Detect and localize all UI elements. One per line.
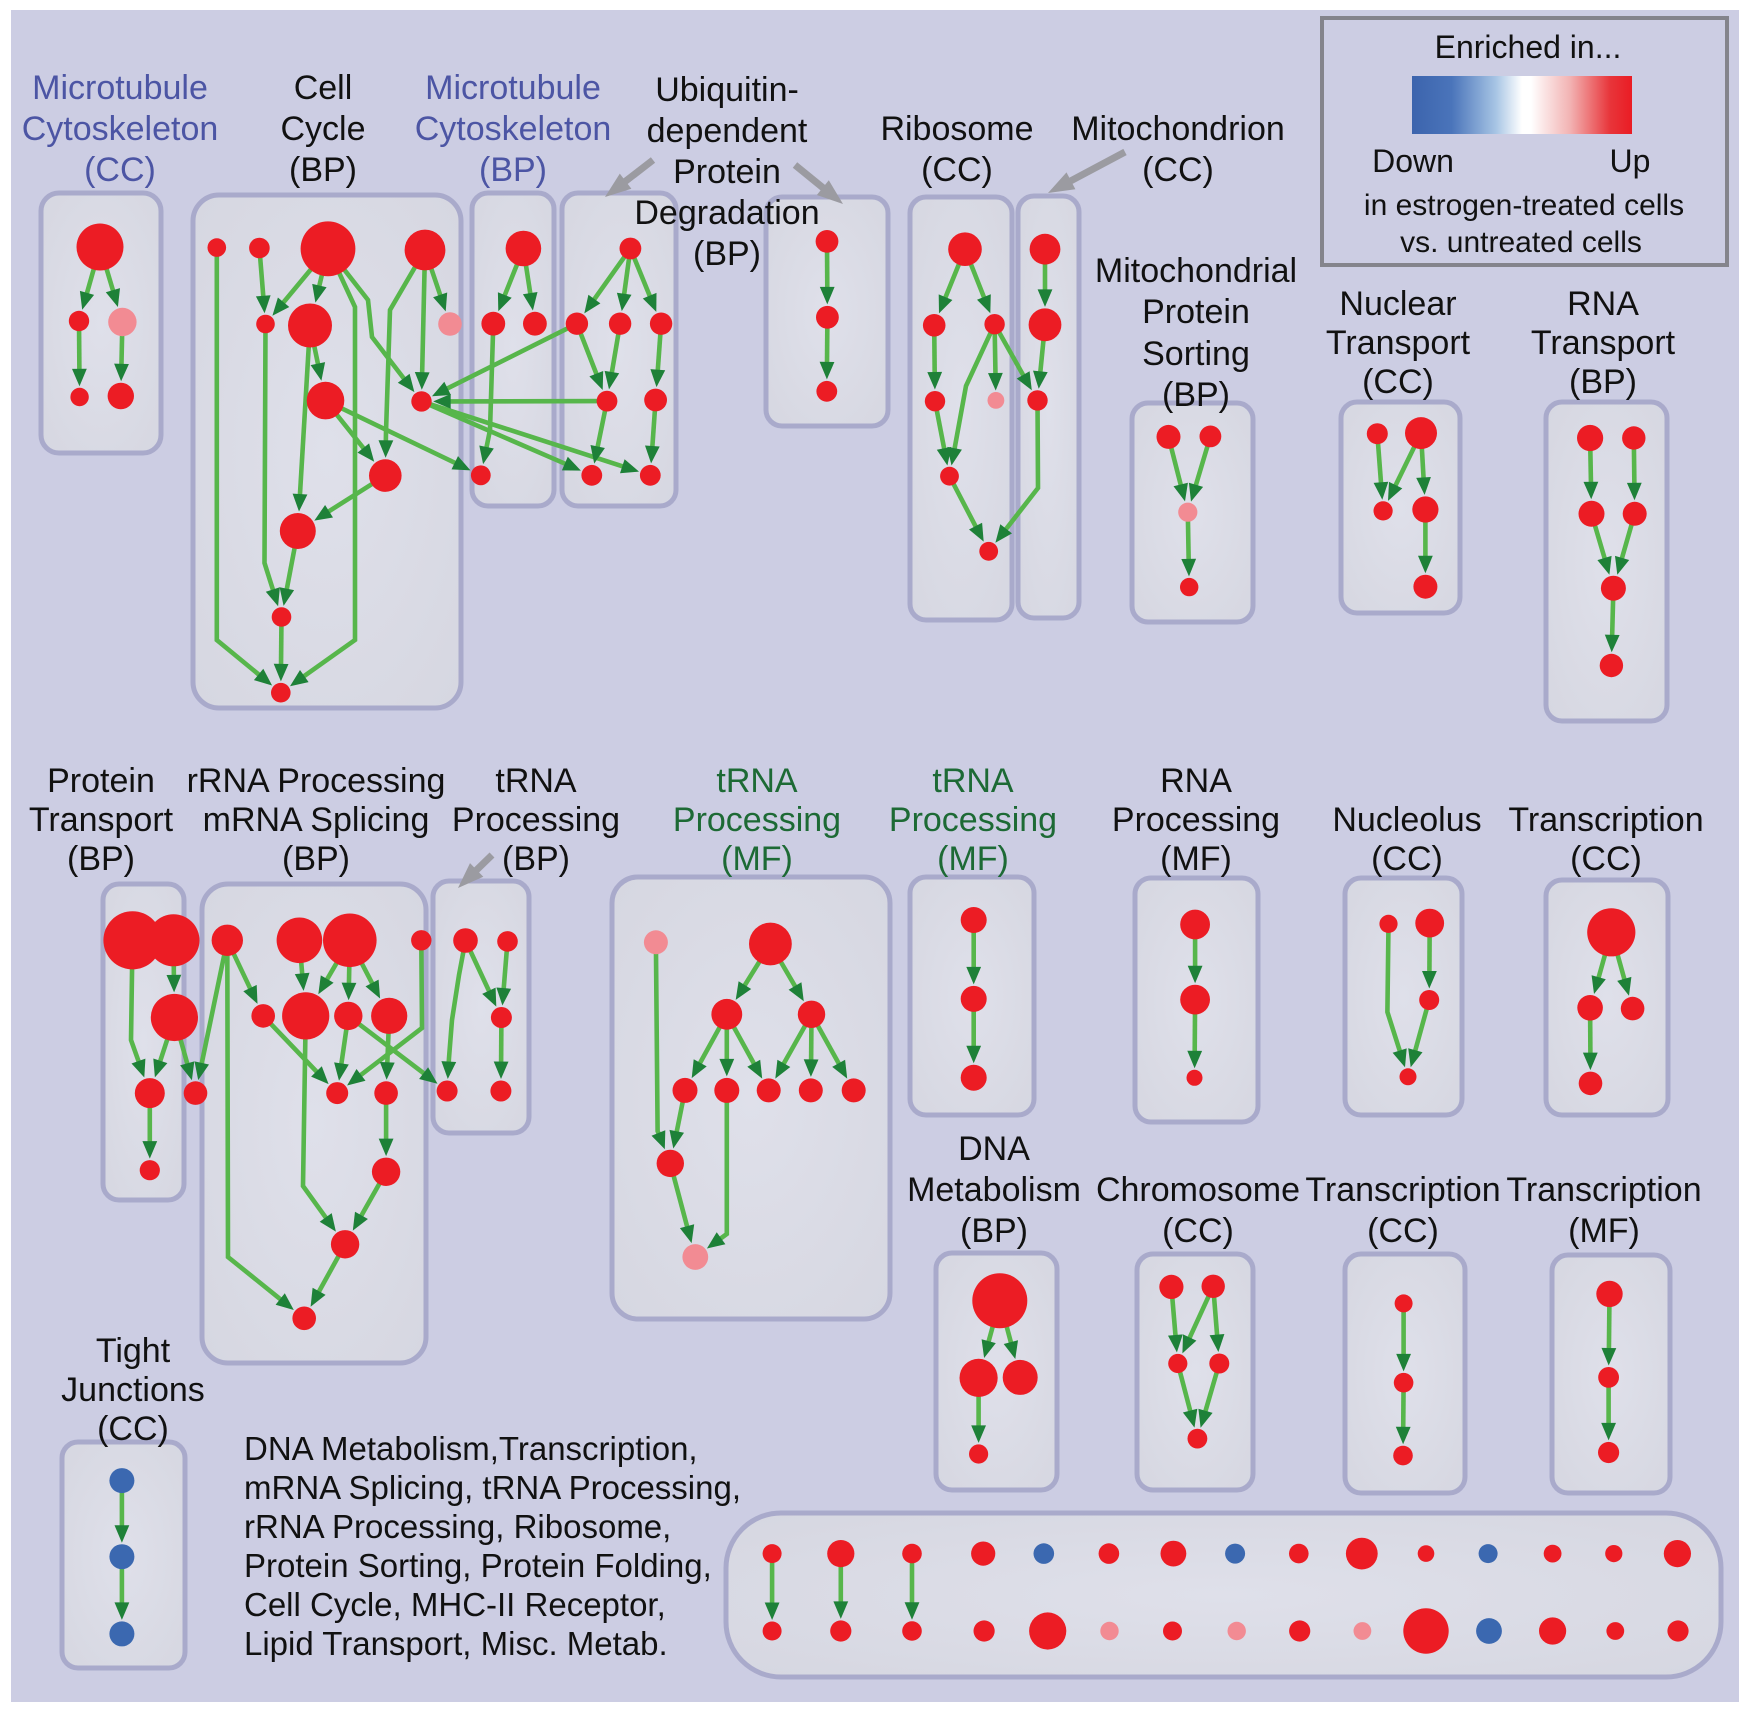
svg-text:(BP): (BP) (67, 840, 135, 878)
svg-text:Cytoskeleton: Cytoskeleton (22, 110, 219, 148)
svg-text:vs. untreated cells: vs. untreated cells (1400, 226, 1642, 259)
svg-text:(CC): (CC) (1142, 151, 1214, 189)
svg-text:Processing: Processing (1112, 801, 1280, 839)
svg-text:Lipid Transport, Misc. Metab.: Lipid Transport, Misc. Metab. (244, 1625, 668, 1662)
svg-text:mRNA Splicing: mRNA Splicing (203, 801, 430, 839)
svg-text:Tight: Tight (96, 1332, 171, 1370)
svg-text:tRNA: tRNA (716, 762, 798, 800)
svg-text:DNA: DNA (958, 1130, 1030, 1168)
svg-text:(MF): (MF) (1568, 1212, 1640, 1250)
svg-text:Cytoskeleton: Cytoskeleton (415, 110, 612, 148)
svg-text:Microtubule: Microtubule (32, 69, 208, 107)
svg-text:Cell Cycle, MHC-II Receptor,: Cell Cycle, MHC-II Receptor, (244, 1586, 666, 1623)
svg-text:Protein: Protein (1142, 293, 1250, 331)
svg-text:(CC): (CC) (97, 1410, 169, 1448)
svg-text:Mitochondrial: Mitochondrial (1095, 252, 1297, 290)
svg-text:(CC): (CC) (921, 151, 993, 189)
svg-text:(BP): (BP) (1569, 363, 1637, 401)
svg-text:Transport: Transport (29, 801, 174, 839)
svg-text:(CC): (CC) (1362, 363, 1434, 401)
svg-text:Cycle: Cycle (280, 110, 365, 148)
svg-text:(BP): (BP) (289, 151, 357, 189)
svg-text:(BP): (BP) (502, 840, 570, 878)
svg-text:Metabolism: Metabolism (907, 1171, 1081, 1209)
svg-text:Cell: Cell (294, 69, 353, 107)
svg-text:(MF): (MF) (937, 840, 1009, 878)
svg-text:(CC): (CC) (1371, 840, 1443, 878)
svg-text:tRNA: tRNA (932, 762, 1014, 800)
svg-text:Degradation: Degradation (634, 194, 819, 232)
svg-text:Mitochondrion: Mitochondrion (1071, 110, 1285, 148)
svg-text:rRNA Processing, Ribosome,: rRNA Processing, Ribosome, (244, 1508, 671, 1545)
svg-text:Nuclear: Nuclear (1339, 285, 1456, 323)
svg-text:Transport: Transport (1326, 324, 1471, 362)
svg-text:Sorting: Sorting (1142, 335, 1250, 373)
svg-text:Protein: Protein (47, 762, 155, 800)
svg-text:Transcription: Transcription (1506, 1171, 1701, 1209)
svg-text:Nucleolus: Nucleolus (1332, 801, 1481, 839)
svg-text:(MF): (MF) (1160, 840, 1232, 878)
svg-text:DNA Metabolism,Transcription,: DNA Metabolism,Transcription, (244, 1430, 698, 1467)
svg-text:in estrogen-treated cells: in estrogen-treated cells (1364, 189, 1684, 222)
svg-text:(CC): (CC) (1570, 840, 1642, 878)
svg-text:RNA: RNA (1567, 285, 1639, 323)
svg-text:Up: Up (1610, 143, 1651, 179)
svg-text:(BP): (BP) (1162, 376, 1230, 414)
svg-text:RNA: RNA (1160, 762, 1232, 800)
svg-text:Transcription: Transcription (1508, 801, 1703, 839)
svg-text:Processing: Processing (673, 801, 841, 839)
svg-text:Processing: Processing (452, 801, 620, 839)
svg-text:mRNA Splicing, tRNA Processing: mRNA Splicing, tRNA Processing, (244, 1469, 741, 1506)
svg-text:Enriched in...: Enriched in... (1435, 29, 1622, 65)
svg-text:(BP): (BP) (479, 151, 547, 189)
svg-text:(BP): (BP) (693, 235, 761, 273)
svg-text:Junctions: Junctions (61, 1371, 205, 1409)
svg-text:(BP): (BP) (960, 1212, 1028, 1250)
svg-text:Ubiquitin-: Ubiquitin- (655, 71, 799, 109)
svg-text:(CC): (CC) (1367, 1212, 1439, 1250)
svg-text:tRNA: tRNA (495, 762, 577, 800)
svg-text:Transport: Transport (1531, 324, 1676, 362)
svg-text:Processing: Processing (889, 801, 1057, 839)
svg-text:Down: Down (1372, 143, 1454, 179)
svg-text:rRNA Processing: rRNA Processing (187, 762, 446, 800)
svg-text:(MF): (MF) (721, 840, 793, 878)
svg-text:(BP): (BP) (282, 840, 350, 878)
svg-text:Ribosome: Ribosome (880, 110, 1033, 148)
svg-text:dependent: dependent (647, 112, 808, 150)
svg-text:Microtubule: Microtubule (425, 69, 601, 107)
svg-text:Chromosome: Chromosome (1096, 1171, 1300, 1209)
svg-text:(CC): (CC) (84, 151, 156, 189)
svg-text:(CC): (CC) (1162, 1212, 1234, 1250)
svg-text:Protein: Protein (673, 153, 781, 191)
svg-text:Transcription: Transcription (1305, 1171, 1500, 1209)
svg-text:Protein Sorting, Protein Foldi: Protein Sorting, Protein Folding, (244, 1547, 712, 1584)
